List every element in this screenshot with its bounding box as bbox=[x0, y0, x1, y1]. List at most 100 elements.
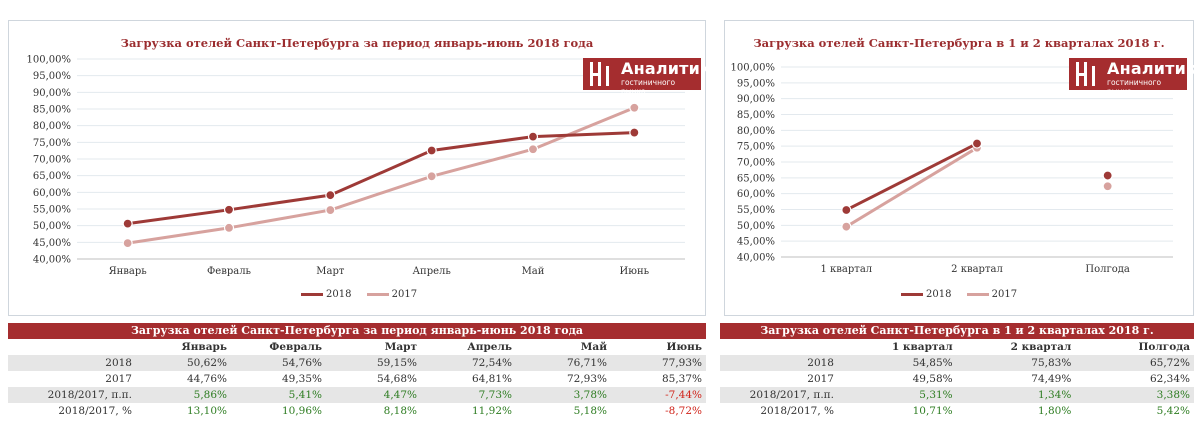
legend-label: 2017 bbox=[991, 289, 1018, 300]
table-cell: 72,54% bbox=[421, 355, 516, 371]
legend-item-2018: 2018 bbox=[901, 289, 951, 300]
x-tick-label: Май bbox=[522, 266, 545, 277]
y-tick-label: 60,00% bbox=[33, 188, 71, 199]
header-cell bbox=[720, 339, 838, 355]
chart-panel-monthly: Загрузка отелей Санкт-Петербурга за пери… bbox=[8, 20, 722, 316]
legend-item-2017: 2017 bbox=[966, 289, 1018, 300]
y-tick-label: 55,00% bbox=[737, 205, 775, 216]
y-tick-label: 45,00% bbox=[737, 237, 775, 248]
y-tick-label: 75,00% bbox=[737, 142, 775, 153]
table-cell: 54,76% bbox=[231, 355, 326, 371]
y-tick-label: 65,00% bbox=[33, 171, 71, 182]
table-cell: 54,68% bbox=[376, 373, 417, 385]
table-cell: 1,34% bbox=[956, 387, 1076, 403]
data-point-2018 bbox=[629, 127, 640, 138]
quarterly-line-chart: 40,00% 45,00% 50,00% 55,00% 60,00% 65,00% 70,0… bbox=[731, 63, 1173, 275]
row-label: 2017 bbox=[105, 373, 132, 385]
series-line-2018 bbox=[127, 131, 635, 226]
logo-name: Аналитика bbox=[1107, 59, 1200, 78]
legend-swatch-2017 bbox=[966, 293, 989, 296]
data-point-2018 bbox=[426, 145, 437, 156]
x-tick-label: 1 квартал bbox=[821, 264, 873, 275]
legend-label: 2017 bbox=[391, 289, 418, 300]
legend-swatch-2018 bbox=[301, 293, 323, 296]
y-tick-label: 70,00% bbox=[737, 158, 775, 169]
y-tick-label: 70,00% bbox=[33, 155, 71, 166]
y-tick-label: 90,00% bbox=[33, 88, 71, 99]
table-cell: 54,85% bbox=[838, 355, 957, 371]
brand-logo: Аналитика гостиничного рынка bbox=[583, 58, 722, 96]
table-cell: 49,35% bbox=[281, 373, 322, 385]
table-row: 2018/2017, п.п. 5,86% 5,41% 4,47% 7,73% … bbox=[8, 387, 706, 403]
data-point-2017 bbox=[426, 171, 437, 182]
logo-mark-icon bbox=[1076, 62, 1095, 86]
table-cell: 75,83% bbox=[956, 355, 1076, 371]
data-point-2018 bbox=[971, 138, 983, 149]
data-point-2017 bbox=[122, 238, 133, 249]
y-tick-label: 100,00% bbox=[731, 63, 776, 74]
table-cell: 1,80% bbox=[1037, 405, 1072, 417]
table-cell: 76,71% bbox=[516, 355, 611, 371]
table-cell: 44,76% bbox=[186, 373, 227, 385]
y-tick-label: 95,00% bbox=[737, 78, 775, 89]
chart-legend: 2018 2017 bbox=[901, 288, 1029, 300]
table-title: Загрузка отелей Санкт-Петербурга в 1 и 2… bbox=[720, 323, 1194, 339]
table-cell: 50,62% bbox=[136, 355, 231, 371]
table-cell: 5,42% bbox=[1156, 405, 1190, 417]
row-label: 2018/2017, % bbox=[760, 405, 834, 417]
logo-name: Аналитика bbox=[621, 59, 723, 78]
table-cell: 64,81% bbox=[471, 373, 512, 385]
y-tick-label: 50,00% bbox=[33, 221, 71, 232]
quarterly-data-table: Загрузка отелей Санкт-Петербурга в 1 и 2… bbox=[720, 323, 1194, 419]
table-cell: 59,15% bbox=[326, 355, 421, 371]
header-cell: Июнь bbox=[666, 341, 703, 353]
header-cell: Апрель bbox=[467, 341, 512, 353]
table-cell: 62,34% bbox=[1149, 373, 1190, 385]
legend-swatch-2018 bbox=[901, 293, 923, 296]
logo-subtitle: гостиничного рынка bbox=[1107, 78, 1162, 96]
table-row: 2018/2017, % 10,71% 1,80% 5,42% bbox=[720, 403, 1194, 419]
table-cell: 8,18% bbox=[383, 405, 417, 417]
series-line-2018 bbox=[845, 142, 978, 212]
x-tick-label: Февраль bbox=[207, 266, 252, 277]
data-point-2018 bbox=[841, 204, 852, 216]
header-cell: 2 квартал bbox=[1010, 341, 1072, 353]
brand-logo: Аналитика гостиничного рынка bbox=[1069, 58, 1200, 96]
logo-subtitle: гостиничного рынка bbox=[621, 78, 676, 96]
header-cell: Январь bbox=[181, 341, 227, 353]
y-tick-label: 85,00% bbox=[737, 110, 775, 121]
table-row: 2017 49,58% 74,49% 62,34% bbox=[720, 371, 1194, 387]
table-row: 2018 54,85% 75,83% 65,72% bbox=[720, 355, 1194, 371]
table-cell: 13,10% bbox=[186, 405, 227, 417]
monthly-data-table: Загрузка отелей Санкт-Петербурга за пери… bbox=[8, 323, 706, 419]
series-line-2017 bbox=[127, 106, 635, 245]
data-point-2017 bbox=[629, 102, 640, 113]
table-row: 2017 44,76% 49,35% 54,68% 64,81% 72,93% … bbox=[8, 371, 706, 387]
x-tick-label: Апрель bbox=[412, 266, 451, 277]
legend-swatch-2017 bbox=[366, 293, 389, 296]
header-cell bbox=[8, 339, 136, 355]
table-title: Загрузка отелей Санкт-Петербурга за пери… bbox=[8, 323, 706, 339]
data-point-2017 bbox=[325, 204, 336, 216]
data-point-2018 bbox=[223, 204, 235, 215]
table-cell: 11,92% bbox=[471, 405, 512, 417]
series-line-2017 bbox=[845, 146, 978, 228]
chart-title: Загрузка отелей Санкт-Петербурга в 1 и 2… bbox=[753, 36, 1165, 50]
table-cell: 3,38% bbox=[1075, 387, 1194, 403]
table-row: 2018 50,62% 54,76% 59,15% 72,54% 76,71% … bbox=[8, 355, 706, 371]
data-point-2017 bbox=[841, 221, 852, 232]
y-tick-label: 85,00% bbox=[33, 105, 71, 116]
chart-panel-quarterly: Загрузка отелей Санкт-Петербурга в 1 и 2… bbox=[724, 20, 1200, 316]
table-row: 2018/2017, п.п. 5,31% 1,34% 3,38% bbox=[720, 387, 1194, 403]
table-cell: 5,31% bbox=[838, 387, 957, 403]
table-cell: 72,93% bbox=[566, 373, 607, 385]
data-point-2018 bbox=[1102, 170, 1113, 181]
legend-item-2018: 2018 bbox=[301, 289, 351, 300]
y-tick-label: 80,00% bbox=[33, 121, 71, 132]
header-cell: 1 квартал bbox=[891, 341, 953, 353]
row-label: 2017 bbox=[807, 373, 834, 385]
x-tick-label: Март bbox=[316, 266, 345, 277]
legend-item-2017: 2017 bbox=[366, 289, 418, 300]
header-cell: Февраль bbox=[269, 341, 322, 353]
y-tick-label: 40,00% bbox=[33, 255, 71, 266]
